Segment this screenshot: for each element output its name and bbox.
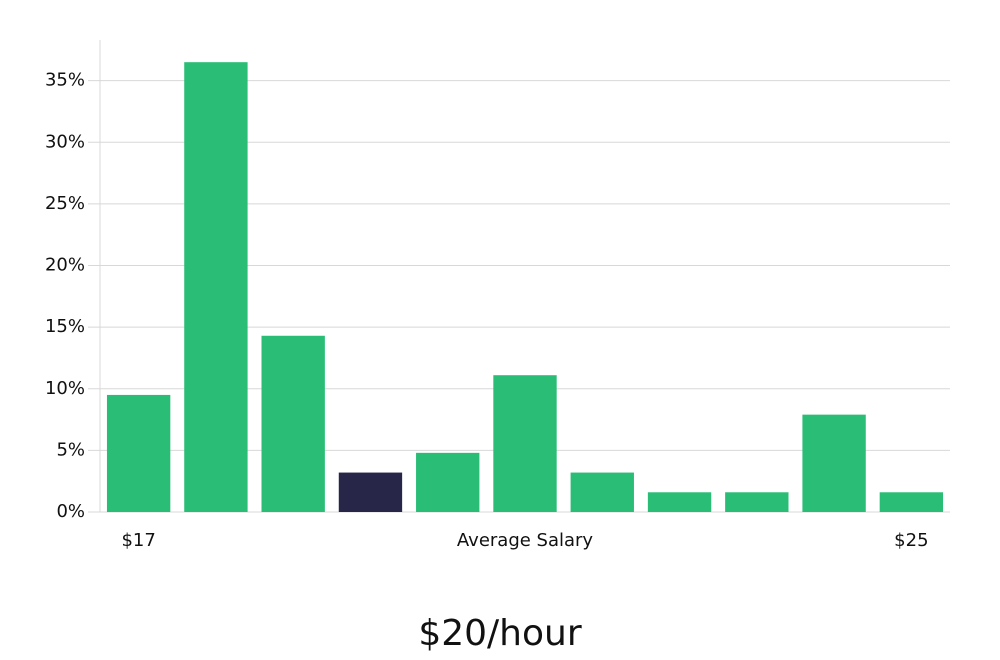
y-tick-label: 10% [45, 378, 85, 399]
bar [647, 492, 712, 512]
bar [184, 62, 248, 512]
bar [725, 492, 789, 512]
y-tick-label: 35% [45, 70, 85, 91]
y-tick-label: 25% [45, 193, 85, 214]
bar [493, 375, 557, 512]
y-tick-label: 5% [56, 439, 85, 460]
bar [338, 472, 403, 512]
y-tick-label: 0% [56, 501, 85, 522]
x-tick-label: Average Salary [457, 530, 594, 551]
y-tick-label: 30% [45, 131, 85, 152]
chart-title: $20/hour [418, 613, 582, 654]
bar [416, 452, 480, 512]
y-tick-label: 20% [45, 255, 85, 276]
x-tick-label: $25 [894, 530, 928, 551]
bar [261, 335, 325, 512]
y-tick-label: 15% [45, 316, 85, 337]
x-tick-label: $17 [121, 530, 155, 551]
bar [802, 414, 866, 512]
bar [570, 472, 634, 512]
bar [106, 394, 171, 512]
bar [879, 492, 944, 512]
